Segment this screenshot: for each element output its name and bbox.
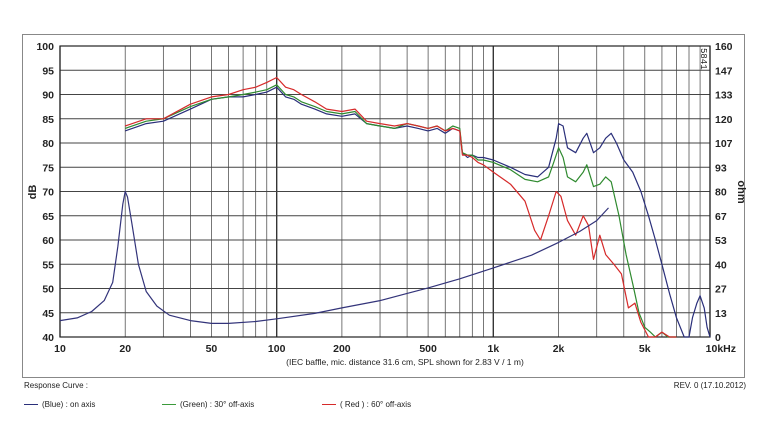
y-tick-label-right: 0 xyxy=(715,332,721,344)
x-tick-label: 2k xyxy=(553,343,565,355)
x-tick-label: 5k xyxy=(639,343,651,355)
series-line-red xyxy=(125,76,677,338)
corner-tag: 5841 xyxy=(698,48,708,70)
y-axis-label-right: ohm xyxy=(735,180,747,203)
y-tick-label-right: 80 xyxy=(715,187,727,199)
y-tick-label-left: 90 xyxy=(42,90,54,102)
y-tick-label-right: 120 xyxy=(715,114,733,126)
revision-label: REV. 0 (17.10.2012) xyxy=(673,381,746,390)
chart-frame xyxy=(22,34,745,378)
legend-item-green: (Green) : 30° off-axis xyxy=(162,400,254,409)
y-tick-label-right: 13 xyxy=(715,308,727,320)
y-tick-label-right: 93 xyxy=(715,162,727,174)
series-line-impedance xyxy=(59,190,609,324)
series-line-green xyxy=(125,84,677,338)
series-line-blue xyxy=(125,86,711,338)
y-tick-label-right: 107 xyxy=(715,138,733,150)
x-tick-label: 50 xyxy=(206,343,218,355)
legend-label-green: (Green) : 30° off-axis xyxy=(180,400,255,409)
y-tick-label-left: 50 xyxy=(42,284,54,296)
x-tick-label: 500 xyxy=(419,343,437,355)
y-tick-label-right: 40 xyxy=(715,259,727,271)
y-tick-label-left: 75 xyxy=(42,162,54,174)
legend-item-blue: (Blue) : on axis xyxy=(24,400,95,409)
y-tick-label-right: 160 xyxy=(715,41,733,53)
y-tick-label-right: 67 xyxy=(715,211,727,223)
plot-border xyxy=(59,45,711,338)
y-tick-label-left: 80 xyxy=(42,138,54,150)
x-tick-label: 100 xyxy=(268,343,286,355)
y-tick-label-right: 133 xyxy=(715,90,733,102)
y-tick-label-right: 147 xyxy=(715,65,733,77)
y-tick-label-left: 55 xyxy=(42,259,54,271)
y-tick-label-right: 27 xyxy=(715,284,727,296)
x-tick-label: 10 xyxy=(54,343,66,355)
y-tick-label-left: 70 xyxy=(42,187,54,199)
legend-swatch-red xyxy=(322,404,336,405)
legend-label-red: ( Red ) : 60° off-axis xyxy=(340,400,412,409)
legend-swatch-green xyxy=(162,404,176,405)
y-tick-label-left: 100 xyxy=(36,41,54,53)
y-tick-label-left: 85 xyxy=(42,114,54,126)
x-tick-label: 10kHz xyxy=(706,343,736,355)
legend-swatch-blue xyxy=(24,404,38,405)
y-axis-label-left: dB xyxy=(27,185,39,200)
chart-footnote: (IEC baffle, mic. distance 31.6 cm, SPL … xyxy=(286,357,524,367)
y-tick-label-left: 65 xyxy=(42,211,54,223)
y-tick-label-left: 60 xyxy=(42,235,54,247)
y-tick-label-left: 95 xyxy=(42,65,54,77)
x-tick-label: 1k xyxy=(487,343,499,355)
y-tick-label-right: 53 xyxy=(715,235,727,247)
legend-title: Response Curve : xyxy=(24,381,89,390)
x-tick-label: 200 xyxy=(333,343,351,355)
y-tick-label-left: 40 xyxy=(42,332,54,344)
legend-label-blue: (Blue) : on axis xyxy=(42,400,96,409)
legend-item-red: ( Red ) : 60° off-axis xyxy=(322,400,411,409)
y-tick-label-left: 45 xyxy=(42,308,54,320)
x-tick-label: 20 xyxy=(119,343,131,355)
